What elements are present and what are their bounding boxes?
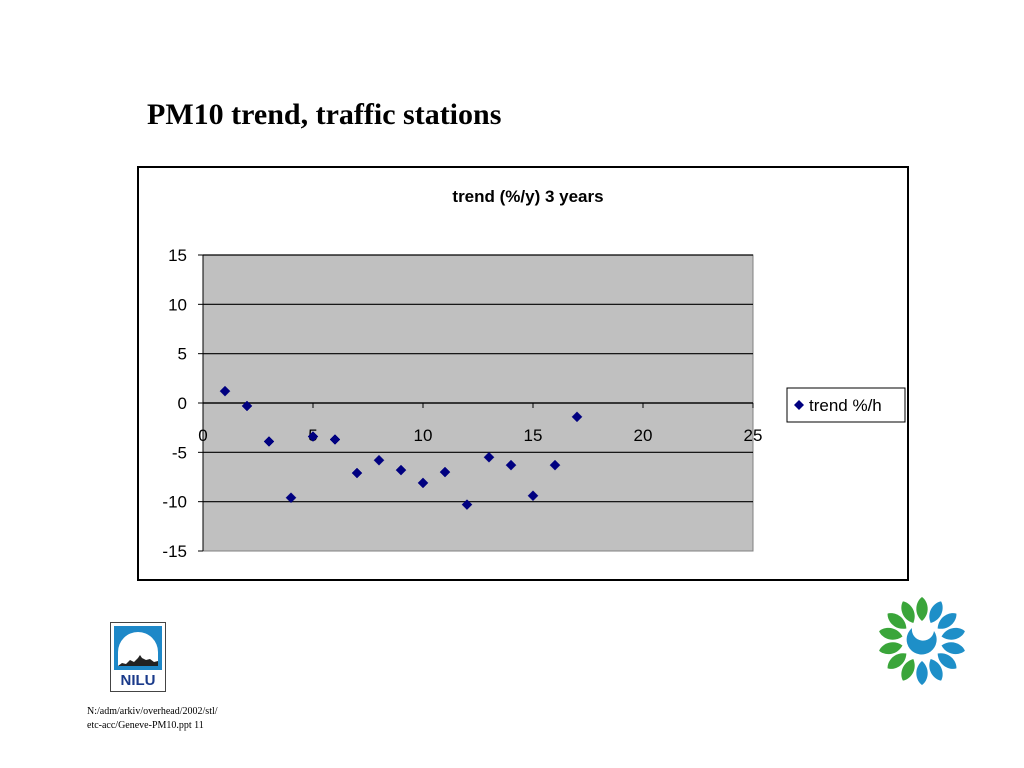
data-point	[439, 466, 451, 478]
data-point	[417, 477, 429, 489]
nilu-logo-icon: NILU	[110, 622, 166, 692]
legend-box	[786, 387, 906, 423]
legend-label: trend %/h	[809, 396, 882, 415]
x-tick-label: 15	[524, 426, 543, 445]
data-point	[571, 411, 583, 423]
x-tick-label: 25	[744, 426, 763, 445]
nilu-logo-text: NILU	[121, 672, 156, 689]
footer-line-1: N:/adm/arkiv/overhead/2002/stl/	[87, 706, 218, 717]
chart: trend (%/y) 3 years151050-5-10-150510152…	[162, 187, 906, 561]
y-tick-label: -10	[162, 493, 187, 512]
chart-title: trend (%/y) 3 years	[452, 187, 603, 206]
data-point	[351, 467, 363, 479]
y-tick-label: 15	[168, 246, 187, 265]
x-tick-label: 0	[198, 426, 207, 445]
data-point	[285, 492, 297, 504]
footer-line-2: etc-acc/Geneve-PM10.ppt 11	[87, 720, 204, 731]
eea-logo-icon	[879, 597, 965, 685]
x-tick-label: 10	[414, 426, 433, 445]
y-tick-label: 5	[178, 345, 187, 364]
data-point	[549, 459, 561, 471]
data-point	[219, 385, 231, 397]
y-tick-label: 10	[168, 295, 187, 314]
data-point	[395, 464, 407, 476]
y-tick-label: 0	[178, 394, 187, 413]
data-point	[505, 459, 517, 471]
data-point	[483, 451, 495, 463]
x-tick-label: 20	[634, 426, 653, 445]
footer: N:/adm/arkiv/overhead/2002/stl/ etc-acc/…	[87, 705, 218, 733]
data-point	[307, 431, 319, 442]
y-tick-label: -15	[162, 542, 187, 561]
data-point	[263, 436, 275, 447]
data-point	[527, 490, 539, 502]
data-point	[461, 499, 473, 510]
slide-title: PM10 trend, traffic stations	[147, 98, 502, 131]
data-point	[329, 434, 341, 445]
data-point	[373, 454, 385, 466]
data-point	[241, 400, 253, 412]
legend-marker-icon	[794, 400, 804, 410]
chart-frame: trend (%/y) 3 years151050-5-10-150510152…	[137, 166, 909, 581]
y-tick-label: -5	[172, 443, 187, 462]
